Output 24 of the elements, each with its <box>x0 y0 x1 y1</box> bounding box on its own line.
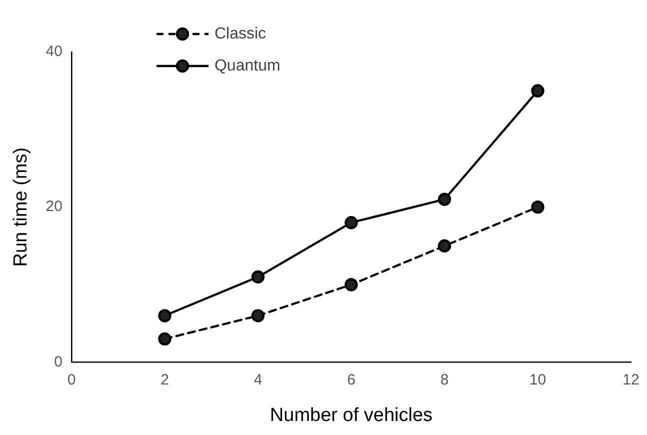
point <box>438 239 452 252</box>
point <box>531 84 544 98</box>
point <box>438 192 452 206</box>
legend-label: Quantum <box>214 57 280 74</box>
y-tick-label: 40 <box>46 43 62 60</box>
y-tick-label: 20 <box>46 198 62 216</box>
x-tick-label: 12 <box>622 371 640 388</box>
x-tick-label: 8 <box>440 371 449 388</box>
point <box>251 270 265 284</box>
x-tick-label: 0 <box>67 371 76 388</box>
point <box>344 278 358 292</box>
point <box>158 332 172 346</box>
x-tick-label: 6 <box>347 371 356 388</box>
point <box>531 200 544 214</box>
y-tick-label: 0 <box>54 353 62 370</box>
y-axis-title: Run time (ms) <box>10 147 32 267</box>
point <box>158 309 172 322</box>
x-axis-title: Number of vehicles <box>270 404 433 426</box>
point <box>344 216 358 230</box>
x-tick-label: 10 <box>529 371 546 388</box>
x-tick-label: 4 <box>254 371 262 388</box>
legend-label: Classic <box>214 25 266 42</box>
x-tick-label: 2 <box>160 371 169 388</box>
point <box>251 309 265 322</box>
